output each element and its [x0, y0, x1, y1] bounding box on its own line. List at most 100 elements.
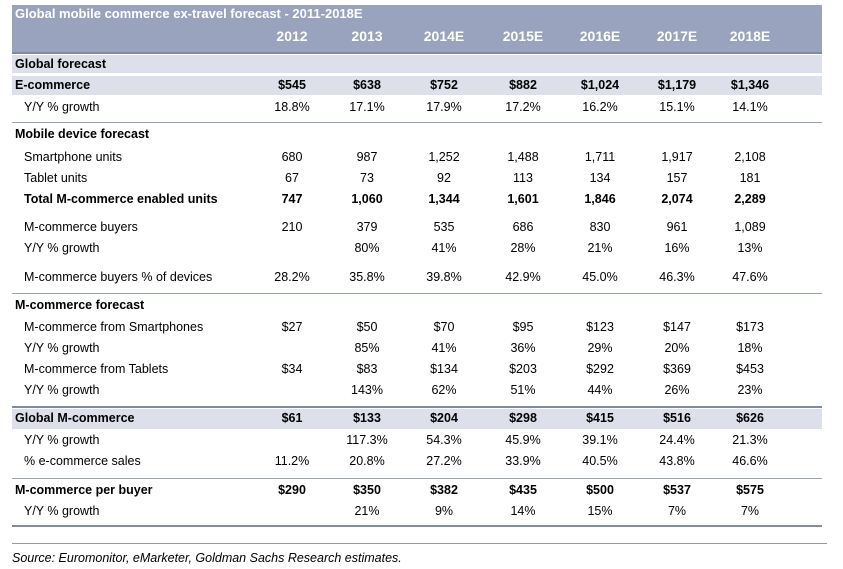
row-label: M-commerce from Smartphones	[24, 320, 204, 334]
row-label: Y/Y % growth	[24, 383, 100, 397]
table-cell: 14.1%	[732, 100, 768, 114]
row-label: M-commerce from Tablets	[24, 362, 169, 376]
table-cell: 1,060	[351, 192, 383, 206]
table-row: M-commerce per buyer $290 $350 $382 $435 $500…	[12, 481, 822, 500]
table-cell: 26%	[664, 383, 690, 397]
table-cell: 18.8%	[274, 100, 310, 114]
table-cell: 23%	[737, 383, 763, 397]
table-cell: 17.1%	[349, 100, 385, 114]
table-cell: 92	[437, 171, 451, 185]
table-cell: 13%	[737, 241, 763, 255]
table-cell: 210	[281, 220, 303, 234]
table-cell: 29%	[587, 341, 613, 355]
table-cell: 43.8%	[659, 454, 695, 468]
section-divider	[12, 293, 822, 294]
table-cell: 1,711	[584, 150, 616, 164]
table-cell: $537	[663, 483, 691, 497]
table-cell: 1,846	[584, 192, 616, 206]
table-cell: 21%	[354, 504, 380, 518]
table-cell: 157	[666, 171, 688, 185]
row-label: M-commerce forecast	[15, 298, 145, 312]
year-header-cell: 2014E	[423, 28, 465, 44]
table-cell: $882	[509, 78, 537, 92]
table-cell: $27	[281, 320, 303, 334]
table-cell: 961	[666, 220, 688, 234]
table-cell: 1,252	[428, 150, 460, 164]
section-header-row: Global forecast	[12, 55, 822, 73]
table-row: Total M-commerce enabled units 747 1,060 1,…	[12, 190, 822, 209]
row-label: Tablet units	[24, 171, 88, 185]
table-cell: $626	[736, 411, 764, 425]
table-cell: 181	[739, 171, 761, 185]
table-cell: $133	[353, 411, 381, 425]
table-cell: 80%	[354, 241, 380, 255]
table-cell: 39.8%	[426, 270, 462, 284]
table-cell: $95	[512, 320, 534, 334]
section-header-row: Mobile device forecast	[12, 125, 822, 143]
source-divider	[12, 543, 827, 544]
table-cell: 2,289	[734, 192, 766, 206]
row-label: Smartphone units	[24, 150, 122, 164]
table-cell: 33.9%	[505, 454, 541, 468]
table-cell: 46.3%	[659, 270, 695, 284]
row-label: Global M-commerce	[15, 411, 135, 425]
table-row: Y/Y % growth 80% 41% 28% 21% 16% 13%	[12, 239, 822, 258]
table-cell: 54.3%	[426, 433, 462, 447]
section-divider	[12, 478, 822, 479]
table-cell: 18%	[737, 341, 763, 355]
table-cell: 1,089	[734, 220, 766, 234]
section-divider	[12, 406, 822, 408]
table-cell: 15%	[587, 504, 613, 518]
table-cell: 51%	[510, 383, 536, 397]
table-row: Y/Y % growth 21% 9% 14% 15% 7% 7%	[12, 502, 822, 521]
table-cell: 85%	[354, 341, 380, 355]
table-cell: $50	[356, 320, 378, 334]
table-cell: 2,108	[734, 150, 766, 164]
year-header-cell: 2012	[276, 28, 308, 44]
year-header-cell: 2016E	[579, 28, 621, 44]
table-cell: 11.2%	[274, 454, 310, 468]
table-row: Y/Y % growth 18.8% 17.1% 17.9% 17.2% 16.2% 15.…	[12, 98, 822, 117]
table-cell: 21.3%	[732, 433, 768, 447]
table-cell: 1,917	[661, 150, 693, 164]
table-cell: $500	[586, 483, 614, 497]
table-cell: 27.2%	[426, 454, 462, 468]
table-cell: $638	[353, 78, 381, 92]
table-cell: 36%	[510, 341, 536, 355]
table-cell: 45.9%	[505, 433, 541, 447]
table-cell: 686	[512, 220, 534, 234]
table-cell: $1,346	[730, 78, 770, 92]
row-label: Y/Y % growth	[24, 504, 100, 518]
table-cell: $83	[356, 362, 378, 376]
table-cell: $369	[663, 362, 691, 376]
table-cell: $134	[430, 362, 458, 376]
row-label: Mobile device forecast	[15, 127, 150, 141]
table-row: M-commerce from Tablets $34 $83 $134 $203 $29…	[12, 360, 822, 379]
table-cell: 35.8%	[349, 270, 385, 284]
row-label: Total M-commerce enabled units	[24, 192, 218, 206]
table-cell: 16%	[664, 241, 690, 255]
table-cell: 2,074	[661, 192, 693, 206]
table-row: % e-commerce sales 11.2% 20.8% 27.2% 33.9% 40…	[12, 452, 822, 471]
year-header-cell: 2015E	[502, 28, 544, 44]
table-cell: $298	[509, 411, 537, 425]
table-row: Y/Y % growth 85% 41% 36% 29% 20% 18%	[12, 339, 822, 358]
table-cell: $1,024	[580, 78, 620, 92]
table-cell: $1,179	[657, 78, 697, 92]
table-cell: 28.2%	[274, 270, 310, 284]
table-cell: $123	[586, 320, 614, 334]
table-cell: $453	[736, 362, 764, 376]
table-cell: 40.5%	[582, 454, 618, 468]
table-row: M-commerce buyers % of devices 28.2% 35.8%…	[12, 268, 822, 287]
table-cell: 7%	[667, 504, 687, 518]
section-divider	[12, 122, 822, 123]
table-cell: 42.9%	[505, 270, 541, 284]
table-cell: 830	[589, 220, 611, 234]
row-label: Y/Y % growth	[24, 100, 100, 114]
table-cell: 46.6%	[732, 454, 768, 468]
table-cell: 47.6%	[732, 270, 768, 284]
row-label: Y/Y % growth	[24, 341, 100, 355]
table-cell: 9%	[434, 504, 454, 518]
row-label: Global forecast	[15, 57, 106, 71]
table-row: Y/Y % growth 143% 62% 51% 44% 26% 23%	[12, 381, 822, 400]
